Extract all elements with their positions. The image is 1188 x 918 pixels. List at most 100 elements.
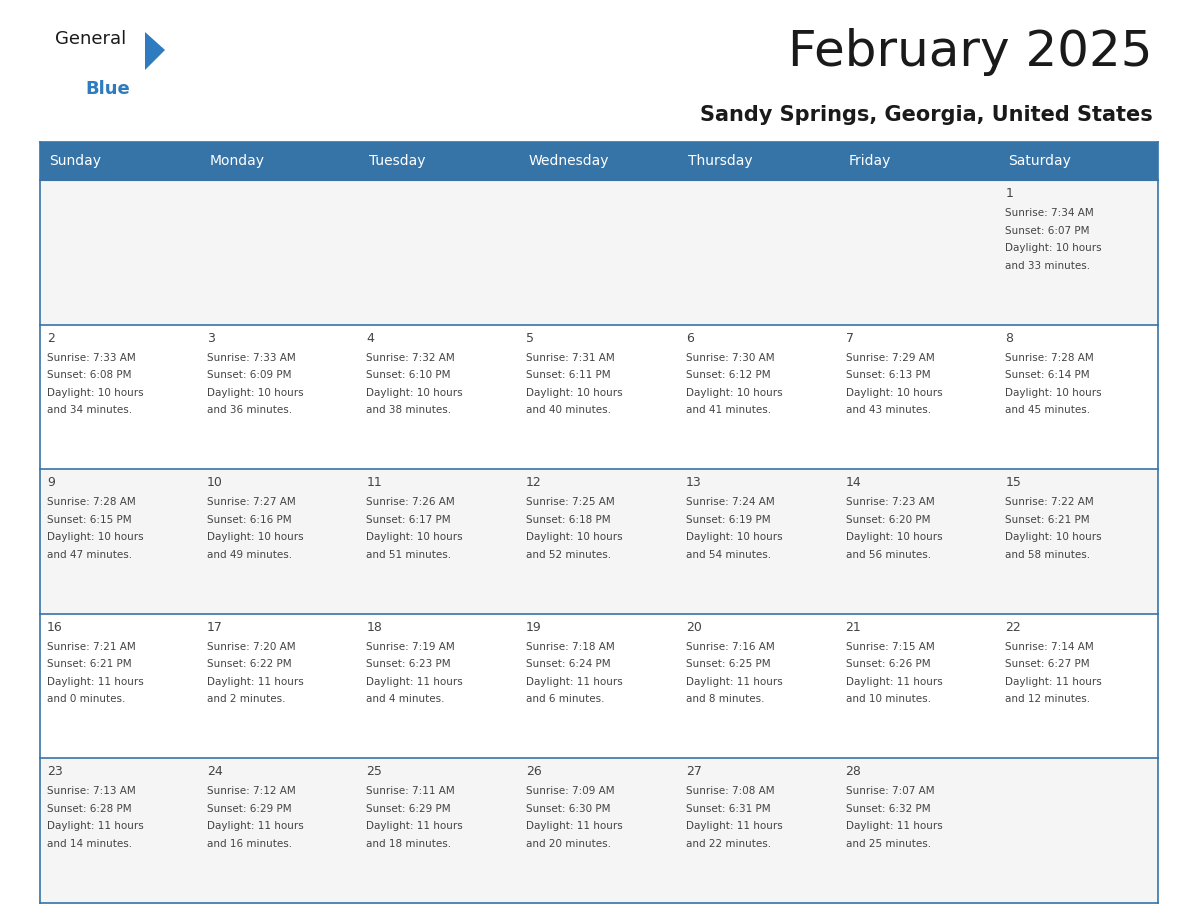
Text: and 22 minutes.: and 22 minutes. — [685, 839, 771, 849]
Text: Sunrise: 7:13 AM: Sunrise: 7:13 AM — [48, 787, 135, 797]
Text: Sunset: 6:10 PM: Sunset: 6:10 PM — [366, 370, 451, 380]
Bar — [519, 758, 678, 903]
Text: Daylight: 11 hours: Daylight: 11 hours — [366, 677, 463, 687]
Text: 2: 2 — [48, 331, 55, 344]
Text: Daylight: 11 hours: Daylight: 11 hours — [207, 822, 303, 832]
Text: and 45 minutes.: and 45 minutes. — [1005, 405, 1091, 415]
Bar — [678, 180, 839, 325]
Text: Daylight: 11 hours: Daylight: 11 hours — [1005, 677, 1102, 687]
Bar — [200, 180, 360, 325]
Text: and 16 minutes.: and 16 minutes. — [207, 839, 292, 849]
Text: and 18 minutes.: and 18 minutes. — [366, 839, 451, 849]
Bar — [998, 180, 1158, 325]
Text: and 12 minutes.: and 12 minutes. — [1005, 694, 1091, 704]
Bar — [200, 469, 360, 614]
Bar — [678, 469, 839, 614]
Text: and 36 minutes.: and 36 minutes. — [207, 405, 292, 415]
Text: Sunset: 6:28 PM: Sunset: 6:28 PM — [48, 804, 132, 814]
Bar — [360, 469, 519, 614]
Text: February 2025: February 2025 — [789, 28, 1154, 76]
Text: Sunrise: 7:12 AM: Sunrise: 7:12 AM — [207, 787, 296, 797]
Text: 1: 1 — [1005, 187, 1013, 200]
Text: 19: 19 — [526, 621, 542, 633]
Text: Daylight: 10 hours: Daylight: 10 hours — [846, 387, 942, 397]
Text: Sunset: 6:13 PM: Sunset: 6:13 PM — [846, 370, 930, 380]
Text: Sunrise: 7:33 AM: Sunrise: 7:33 AM — [48, 353, 135, 363]
Text: 13: 13 — [685, 476, 702, 489]
Bar — [200, 758, 360, 903]
Text: Sunrise: 7:15 AM: Sunrise: 7:15 AM — [846, 642, 934, 652]
Bar — [40, 758, 200, 903]
Bar — [519, 142, 678, 180]
Text: 6: 6 — [685, 331, 694, 344]
Text: and 40 minutes.: and 40 minutes. — [526, 405, 611, 415]
Text: Daylight: 10 hours: Daylight: 10 hours — [366, 387, 463, 397]
Text: Daylight: 11 hours: Daylight: 11 hours — [48, 677, 144, 687]
Text: Saturday: Saturday — [1007, 154, 1070, 168]
Bar — [519, 614, 678, 758]
Text: Sunrise: 7:29 AM: Sunrise: 7:29 AM — [846, 353, 934, 363]
Text: Daylight: 11 hours: Daylight: 11 hours — [685, 677, 783, 687]
Bar — [998, 614, 1158, 758]
Text: Sunrise: 7:21 AM: Sunrise: 7:21 AM — [48, 642, 135, 652]
Text: Tuesday: Tuesday — [369, 154, 425, 168]
Text: Sunset: 6:32 PM: Sunset: 6:32 PM — [846, 804, 930, 814]
Text: and 8 minutes.: and 8 minutes. — [685, 694, 764, 704]
Text: and 58 minutes.: and 58 minutes. — [1005, 550, 1091, 560]
Text: 14: 14 — [846, 476, 861, 489]
Bar — [839, 614, 998, 758]
Text: Sunset: 6:21 PM: Sunset: 6:21 PM — [1005, 515, 1089, 525]
Text: Daylight: 10 hours: Daylight: 10 hours — [685, 532, 783, 543]
Text: Sunrise: 7:28 AM: Sunrise: 7:28 AM — [1005, 353, 1094, 363]
Text: Blue: Blue — [86, 80, 129, 98]
Text: 10: 10 — [207, 476, 222, 489]
Text: Daylight: 10 hours: Daylight: 10 hours — [366, 532, 463, 543]
Text: 16: 16 — [48, 621, 63, 633]
Bar — [678, 142, 839, 180]
Text: 23: 23 — [48, 766, 63, 778]
Text: and 2 minutes.: and 2 minutes. — [207, 694, 285, 704]
Text: Sunrise: 7:09 AM: Sunrise: 7:09 AM — [526, 787, 614, 797]
Bar — [998, 758, 1158, 903]
Bar — [519, 180, 678, 325]
Text: Sunrise: 7:07 AM: Sunrise: 7:07 AM — [846, 787, 934, 797]
Bar — [839, 758, 998, 903]
Text: and 47 minutes.: and 47 minutes. — [48, 550, 132, 560]
Text: Sunrise: 7:14 AM: Sunrise: 7:14 AM — [1005, 642, 1094, 652]
Text: Daylight: 10 hours: Daylight: 10 hours — [526, 532, 623, 543]
Text: Sandy Springs, Georgia, United States: Sandy Springs, Georgia, United States — [700, 105, 1154, 125]
Bar — [200, 142, 360, 180]
Text: Sunset: 6:08 PM: Sunset: 6:08 PM — [48, 370, 132, 380]
Text: Daylight: 10 hours: Daylight: 10 hours — [207, 532, 303, 543]
Text: and 52 minutes.: and 52 minutes. — [526, 550, 612, 560]
Text: Sunset: 6:12 PM: Sunset: 6:12 PM — [685, 370, 771, 380]
Bar — [839, 142, 998, 180]
Text: Sunrise: 7:26 AM: Sunrise: 7:26 AM — [366, 498, 455, 508]
Text: and 56 minutes.: and 56 minutes. — [846, 550, 930, 560]
Text: Daylight: 10 hours: Daylight: 10 hours — [846, 532, 942, 543]
Bar — [998, 142, 1158, 180]
Text: Sunrise: 7:18 AM: Sunrise: 7:18 AM — [526, 642, 615, 652]
Text: and 4 minutes.: and 4 minutes. — [366, 694, 446, 704]
Text: Sunset: 6:27 PM: Sunset: 6:27 PM — [1005, 659, 1089, 669]
Text: 4: 4 — [366, 331, 374, 344]
Text: Friday: Friday — [848, 154, 891, 168]
Text: 21: 21 — [846, 621, 861, 633]
Text: Sunset: 6:09 PM: Sunset: 6:09 PM — [207, 370, 291, 380]
Text: 24: 24 — [207, 766, 222, 778]
Text: and 20 minutes.: and 20 minutes. — [526, 839, 611, 849]
Text: 7: 7 — [846, 331, 853, 344]
Text: Sunset: 6:18 PM: Sunset: 6:18 PM — [526, 515, 611, 525]
Text: 15: 15 — [1005, 476, 1022, 489]
Text: Sunset: 6:29 PM: Sunset: 6:29 PM — [207, 804, 291, 814]
Text: Sunrise: 7:11 AM: Sunrise: 7:11 AM — [366, 787, 455, 797]
Bar — [678, 614, 839, 758]
Text: Sunrise: 7:24 AM: Sunrise: 7:24 AM — [685, 498, 775, 508]
Text: Daylight: 11 hours: Daylight: 11 hours — [846, 822, 942, 832]
Text: 27: 27 — [685, 766, 702, 778]
Text: Sunrise: 7:31 AM: Sunrise: 7:31 AM — [526, 353, 615, 363]
Text: 9: 9 — [48, 476, 55, 489]
Text: Sunset: 6:24 PM: Sunset: 6:24 PM — [526, 659, 611, 669]
Text: Sunrise: 7:16 AM: Sunrise: 7:16 AM — [685, 642, 775, 652]
Text: Sunset: 6:26 PM: Sunset: 6:26 PM — [846, 659, 930, 669]
